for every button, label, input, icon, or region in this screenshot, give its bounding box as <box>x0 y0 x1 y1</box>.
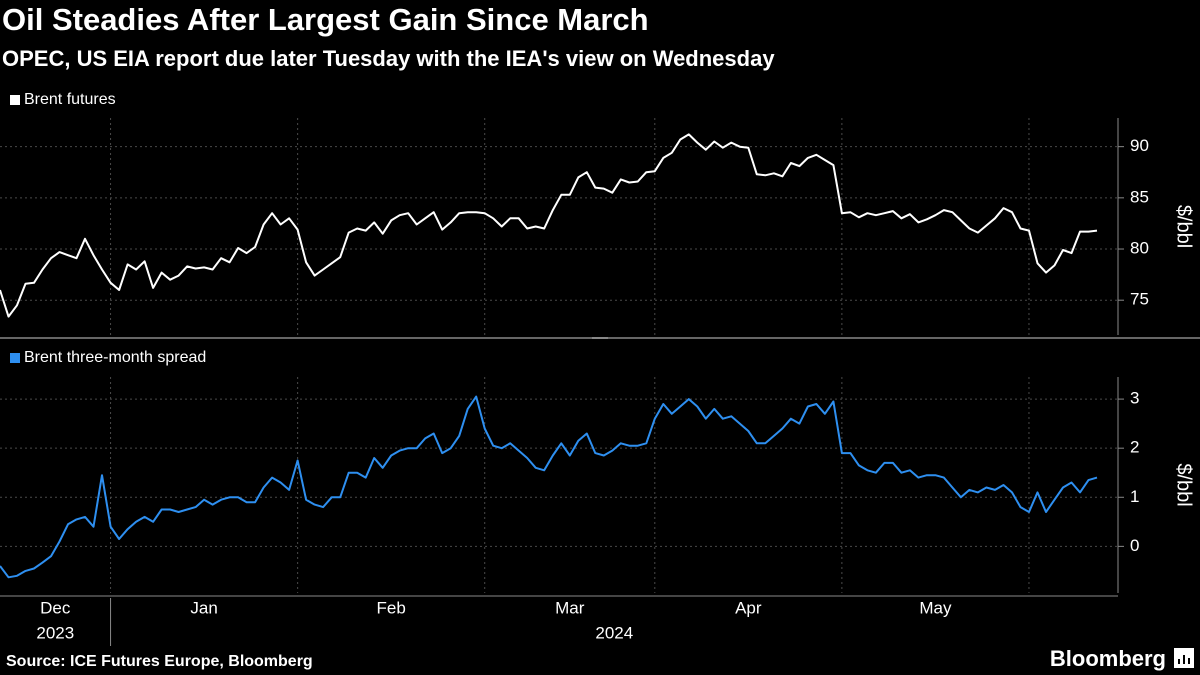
y-tick-label: 75 <box>1130 290 1149 309</box>
y-tick-label: 3 <box>1130 389 1139 408</box>
legend-label: Brent three-month spread <box>24 349 206 366</box>
y-tick-label: 80 <box>1130 239 1149 258</box>
y-tick-label: 2 <box>1130 438 1139 457</box>
legend-swatch <box>10 353 20 363</box>
x-tick-label: Dec <box>40 598 71 617</box>
chart-title: Oil Steadies After Largest Gain Since Ma… <box>2 2 649 37</box>
data-line <box>0 133 1098 318</box>
source-note: Source: ICE Futures Europe, Bloomberg <box>6 653 313 670</box>
y-tick-label: 90 <box>1130 136 1149 155</box>
x-tick-label: May <box>919 598 952 617</box>
legend-swatch <box>10 95 20 105</box>
year-label: 2023 <box>36 623 74 642</box>
y-axis-label: $/bbl <box>1173 463 1195 506</box>
x-tick-label: Feb <box>377 598 406 617</box>
brand-icon-bars <box>1178 655 1190 664</box>
brand: Bloomberg <box>1050 646 1166 671</box>
y-tick-label: 1 <box>1130 487 1139 506</box>
y-axis-label: $/bbl <box>1173 205 1195 248</box>
y-tick-label: 0 <box>1130 536 1139 555</box>
x-tick-label: Jan <box>190 598 217 617</box>
chart-subtitle: OPEC, US EIA report due later Tuesday wi… <box>2 46 775 71</box>
y-tick-label: 85 <box>1130 187 1149 206</box>
x-tick-label: Mar <box>555 598 585 617</box>
year-label: 2024 <box>595 623 633 642</box>
x-tick-label: Apr <box>735 598 762 617</box>
data-line <box>0 395 1098 579</box>
legend-label: Brent futures <box>24 91 116 108</box>
